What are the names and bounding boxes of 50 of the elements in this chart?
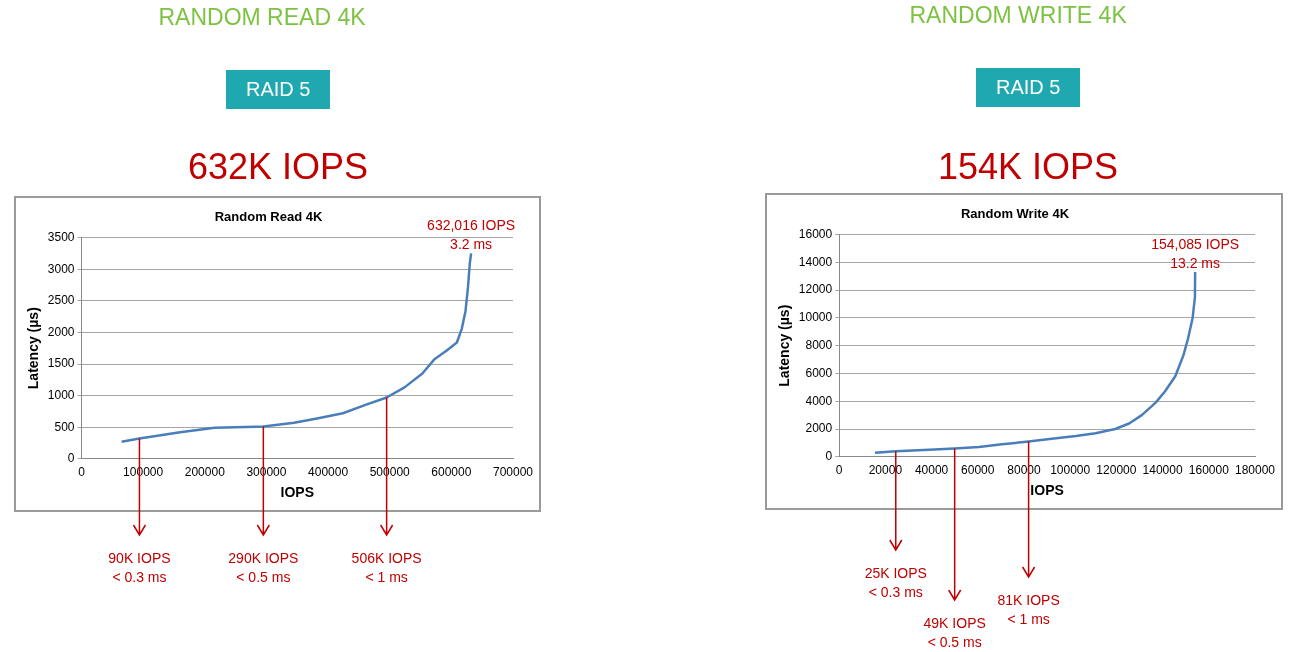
y-tick-label: 10000 <box>798 310 833 325</box>
x-tick-label: 100000 <box>1050 463 1091 478</box>
x-axis-title: IOPS <box>280 484 314 501</box>
y-tick-label: 500 <box>54 419 75 434</box>
text: RANDOM WRITE 4K <box>909 2 1127 29</box>
text: 632K IOPS <box>188 146 369 188</box>
text: 154K IOPS <box>938 146 1119 188</box>
x-axis-title: IOPS <box>1030 482 1064 499</box>
text: RAID 5 <box>226 70 331 109</box>
y-tick-label: 3000 <box>47 261 75 276</box>
y-tick-label: 6000 <box>805 365 833 380</box>
annotation: 49K IOPS < 0.5 ms <box>923 615 986 650</box>
text: RAID 5 <box>976 68 1081 107</box>
x-tick-label: 40000 <box>914 463 949 478</box>
y-tick-label: 2000 <box>805 421 833 436</box>
y-tick-label: 14000 <box>798 254 833 269</box>
annotation: 25K IOPS < 0.3 ms <box>864 565 927 600</box>
chart-title: Random Write 4K <box>960 206 1070 222</box>
y-axis-title: Latency (µs) <box>25 307 42 390</box>
x-tick-label: 120000 <box>1096 463 1137 478</box>
annotation: 290K IOPS < 0.5 ms <box>228 550 299 585</box>
x-tick-label: 600000 <box>431 465 472 480</box>
annotation: 154,085 IOPS 13.2 ms <box>1151 236 1240 272</box>
y-tick-label: 0 <box>825 449 833 464</box>
x-tick-label: 400000 <box>308 465 349 480</box>
x-tick-label: 180000 <box>1234 463 1276 478</box>
y-tick-label: 3500 <box>47 229 75 244</box>
x-tick-label: 160000 <box>1188 463 1230 478</box>
y-tick-label: 12000 <box>798 282 833 297</box>
x-tick-label: 0 <box>78 465 86 480</box>
y-tick-label: 2500 <box>47 293 75 308</box>
x-tick-label: 200000 <box>184 465 226 480</box>
y-axis-title: Latency (µs) <box>776 304 793 387</box>
annotation: 90K IOPS < 0.3 ms <box>108 550 171 585</box>
x-tick-label: 0 <box>835 463 843 478</box>
y-tick-label: 8000 <box>805 338 833 353</box>
x-tick-label: 700000 <box>492 465 534 480</box>
y-tick-label: 16000 <box>798 226 833 241</box>
annotation: 81K IOPS < 1 ms <box>997 592 1060 627</box>
y-tick-label: 2000 <box>47 324 75 339</box>
y-tick-label: 0 <box>67 451 75 466</box>
chart-title: Random Read 4K <box>214 209 323 225</box>
annotation: 506K IOPS < 1 ms <box>351 550 422 585</box>
y-tick-label: 4000 <box>805 393 833 408</box>
annotation: 632,016 IOPS 3.2 ms <box>427 217 516 253</box>
text: RANDOM READ 4K <box>158 4 366 31</box>
y-tick-label: 1500 <box>47 356 75 371</box>
y-tick-label: 1000 <box>47 387 75 402</box>
x-tick-label: 60000 <box>961 463 995 478</box>
x-tick-label: 140000 <box>1142 463 1183 478</box>
